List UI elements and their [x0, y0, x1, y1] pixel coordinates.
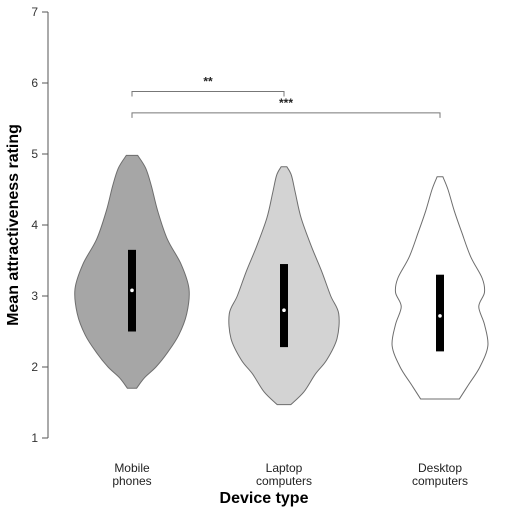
- y-tick-label: 5: [31, 147, 38, 161]
- median-point: [282, 308, 286, 313]
- y-tick-label: 7: [31, 5, 38, 19]
- significance-brackets: *****: [131, 75, 441, 118]
- y-tick-label: 1: [31, 431, 38, 445]
- median-point: [130, 288, 134, 293]
- x-axis-title: Device type: [220, 490, 309, 507]
- x-category-label: Laptop computers: [256, 461, 312, 488]
- y-tick-label: 6: [31, 76, 38, 90]
- y-axis-title: Mean attractiveness rating: [5, 124, 22, 326]
- iqr-box: [280, 264, 288, 348]
- y-tick-label: 4: [31, 218, 38, 232]
- y-tick-label: 3: [31, 289, 38, 303]
- violins: [74, 154, 489, 406]
- y-tick-label: 2: [31, 360, 38, 374]
- median-point: [438, 314, 442, 318]
- iqr-box: [436, 274, 444, 352]
- significance-bracket: [131, 91, 285, 97]
- significance-label: **: [203, 75, 213, 89]
- x-category-label: Desktop computers: [412, 461, 468, 488]
- x-category-label: Mobile phones: [112, 461, 151, 488]
- significance-bracket: [131, 112, 441, 118]
- y-axis-ticks: 1 2 3 4 5 6 7: [31, 5, 48, 445]
- x-axis-category-labels: Mobile phones Laptop computers Desktop comput…: [112, 461, 468, 488]
- significance-label: ***: [279, 96, 293, 110]
